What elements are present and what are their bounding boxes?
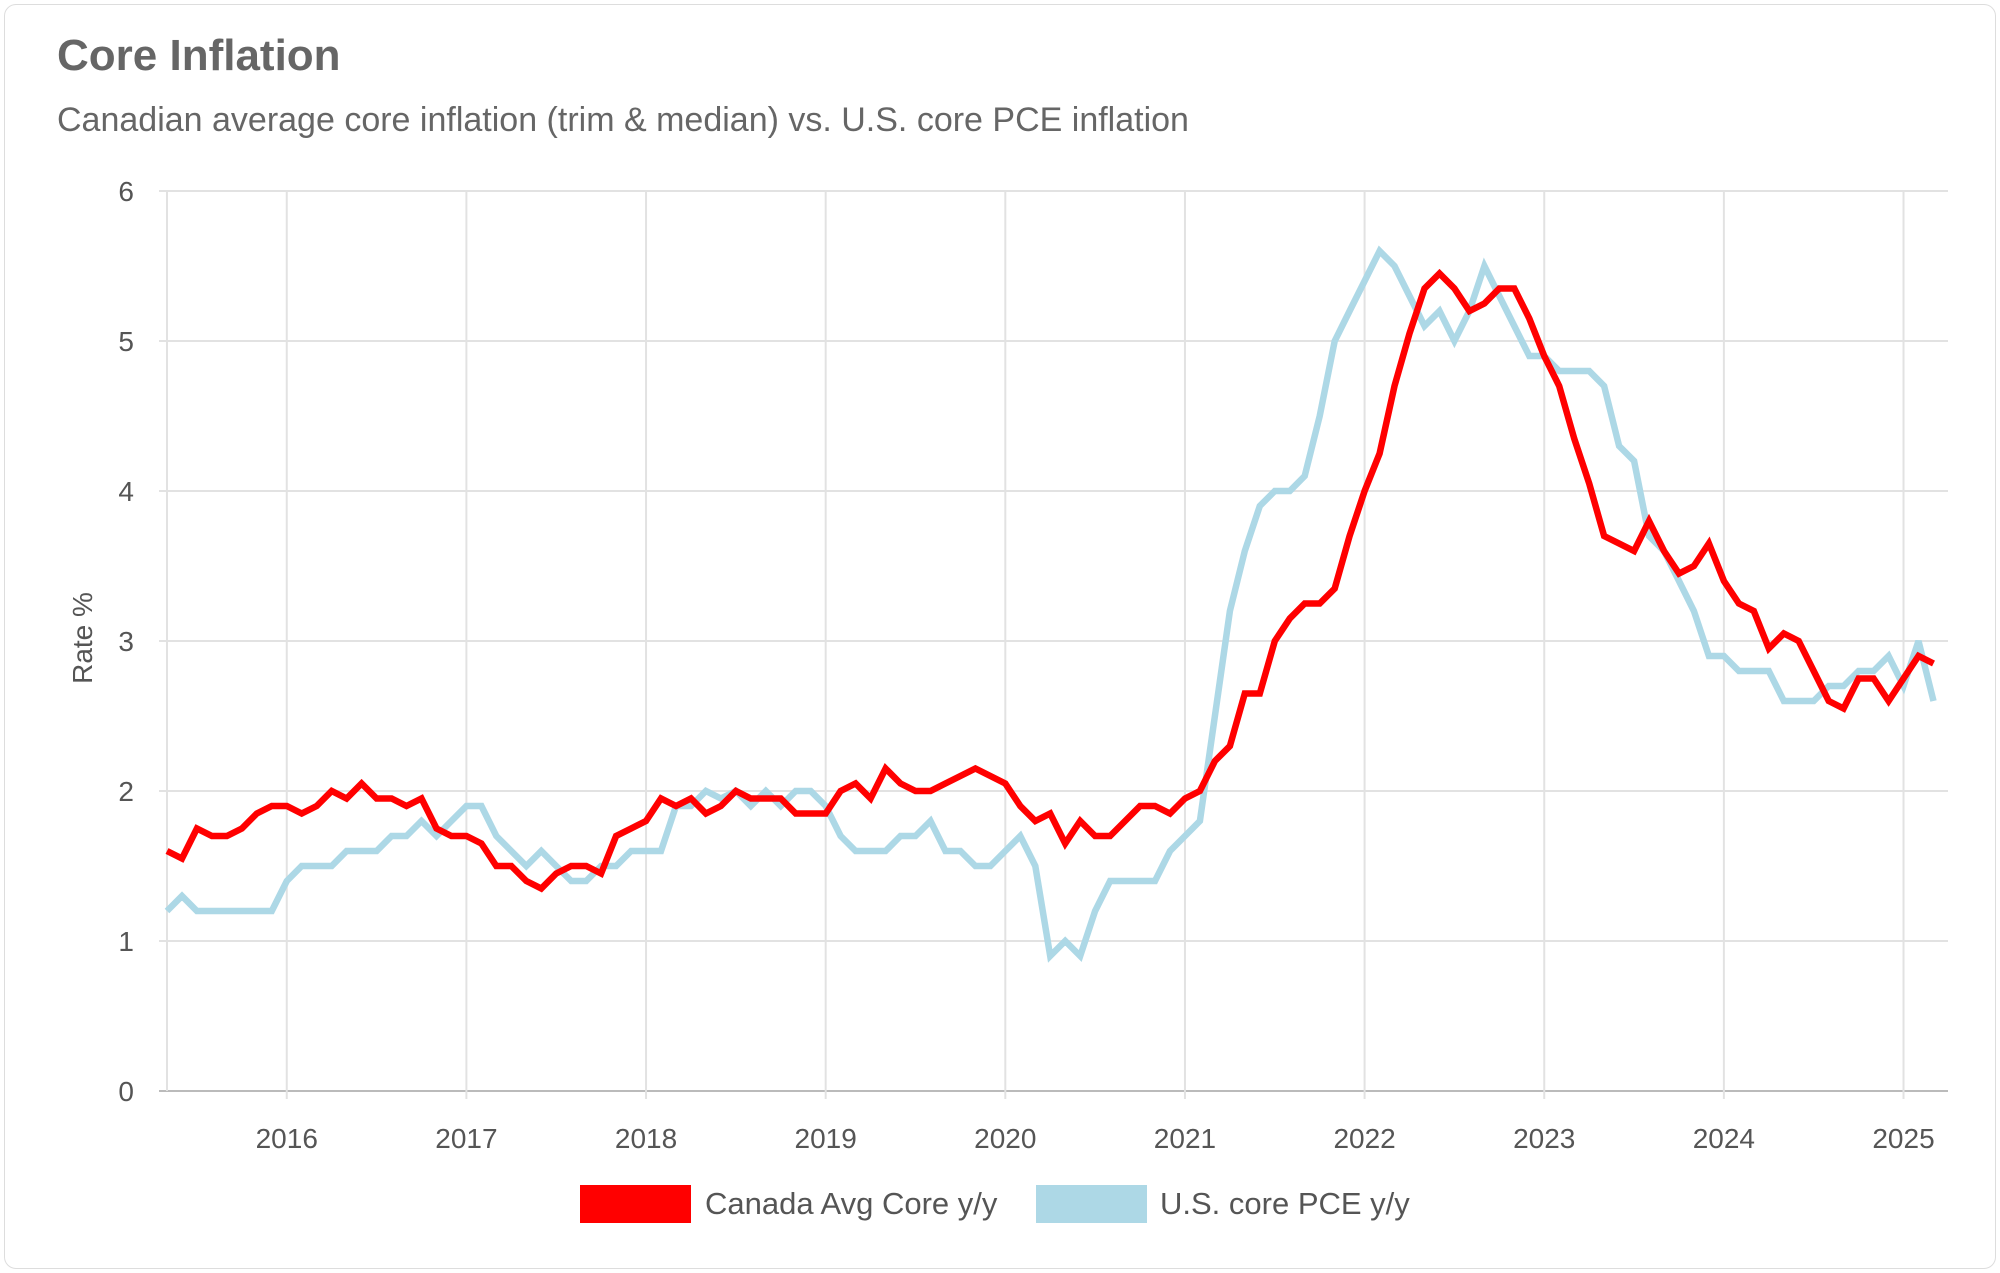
x-tick-label: 2021: [1154, 1123, 1216, 1154]
legend-label-canada[interactable]: Canada Avg Core y/y: [705, 1186, 998, 1221]
series-lines: [164, 245, 1937, 963]
legend-swatch-us[interactable]: [1036, 1185, 1147, 1223]
y-tick-label: 1: [118, 926, 134, 957]
legend-swatch-canada[interactable]: [580, 1185, 691, 1223]
x-tick-label: 2023: [1513, 1123, 1575, 1154]
legend: Canada Avg Core y/y U.S. core PCE y/y: [0, 1185, 2000, 1225]
x-tick-label: 2025: [1872, 1123, 1934, 1154]
y-tick-label: 5: [118, 326, 134, 357]
x-tick-label: 2020: [974, 1123, 1036, 1154]
canada-core-line[interactable]: [165, 268, 1935, 893]
x-tick-label: 2024: [1693, 1123, 1755, 1154]
y-tick-label: 6: [118, 176, 134, 207]
chart-title: Core Inflation: [57, 31, 341, 80]
y-tick-label: 2: [118, 776, 134, 807]
x-tick-label: 2018: [615, 1123, 677, 1154]
x-tick-label: 2017: [435, 1123, 497, 1154]
legend-label-us[interactable]: U.S. core PCE y/y: [1160, 1186, 1410, 1221]
x-tick-label: 2016: [256, 1123, 318, 1154]
tick-labels: 0 1 2 3 4 5 6 2016 2017 2018 2019 2020 2021 2022 2023 2…: [118, 176, 1934, 1154]
y-axis-label: Rate %: [67, 592, 98, 684]
us-core-pce-line[interactable]: [164, 245, 1937, 963]
chart-subtitle: Canadian average core inflation (trim & …: [57, 101, 1189, 139]
x-tick-label: 2022: [1333, 1123, 1395, 1154]
x-tick-label: 2019: [795, 1123, 857, 1154]
y-tick-label: 0: [118, 1076, 134, 1107]
grid-lines: [159, 190, 1948, 1099]
chart-card: Core Inflation Canadian average core inf…: [4, 4, 1996, 1269]
y-tick-label: 3: [118, 626, 134, 657]
y-tick-label: 4: [118, 476, 134, 507]
